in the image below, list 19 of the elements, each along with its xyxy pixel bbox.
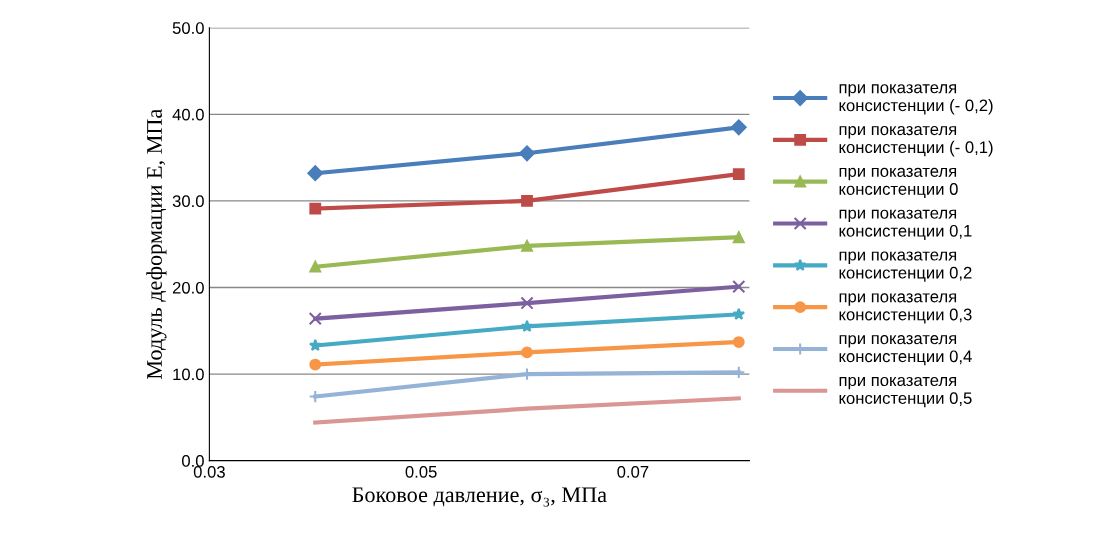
legend-label: при показателя консистенции 0	[839, 167, 958, 199]
y-tick-label: 50.0	[172, 22, 204, 34]
y-tick-label: 0.0	[182, 455, 204, 467]
y-tick-label: 40.0	[172, 108, 204, 121]
y-axis-title: Модуль деформации Е, МПа	[146, 109, 167, 380]
legend-label: при показателя консистенции 0,5	[839, 376, 972, 408]
x-tick-label: 0.03	[193, 465, 225, 478]
legend-label: при показателя консистенции (- 0,2)	[839, 84, 993, 115]
x-tick-label: 0.07	[617, 465, 649, 478]
y-tick-label: 20.0	[172, 281, 204, 294]
x-tick-label: 0.05	[405, 465, 437, 478]
legend-label: при показателя консистенции 0,4	[839, 335, 972, 366]
y-tick-label: 30.0	[172, 195, 204, 208]
y-tick-label: 10.0	[173, 368, 204, 381]
legend-label: при показателя консистенции 0,2	[839, 251, 972, 282]
legend-label: при показателя консистенции 0,3	[839, 293, 972, 324]
legend-label: при показателя консистенции 0,1	[839, 209, 972, 240]
x-axis-title: Боковое давление, σ₃, МПа	[352, 487, 607, 507]
legend-label: при показателя консистенции (- 0,1)	[839, 126, 993, 157]
